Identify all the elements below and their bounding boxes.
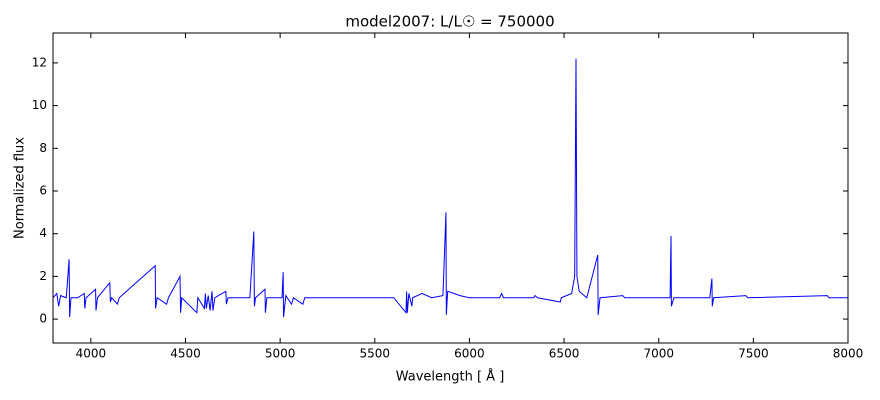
x-tick-label: 6500	[549, 347, 580, 361]
x-tick-label: 6000	[454, 347, 485, 361]
x-tick-label: 5000	[265, 347, 296, 361]
x-tick-label: 8000	[833, 347, 864, 361]
y-tick-label: 4	[39, 226, 47, 240]
x-tick-label: 5500	[360, 347, 391, 361]
y-tick-label: 6	[39, 183, 47, 197]
y-tick-label: 0	[39, 312, 47, 326]
spectrum-line	[52, 58, 848, 318]
plot-frame	[52, 32, 849, 344]
y-axis-label: Normalized flux	[13, 137, 28, 239]
x-tick-label: 4500	[170, 347, 201, 361]
x-axis-label: Wavelength [ Å ]	[396, 369, 505, 385]
y-tick-label: 2	[39, 269, 47, 283]
y-tick-label: 12	[32, 55, 47, 69]
x-tick-label: 4000	[76, 347, 107, 361]
x-tick-label: 7500	[738, 347, 769, 361]
y-tick-label: 10	[32, 98, 47, 112]
y-tick-label: 8	[39, 141, 47, 155]
chart-title: model2007: L/L☉ = 750000	[345, 13, 554, 31]
x-tick-label: 7000	[643, 347, 674, 361]
